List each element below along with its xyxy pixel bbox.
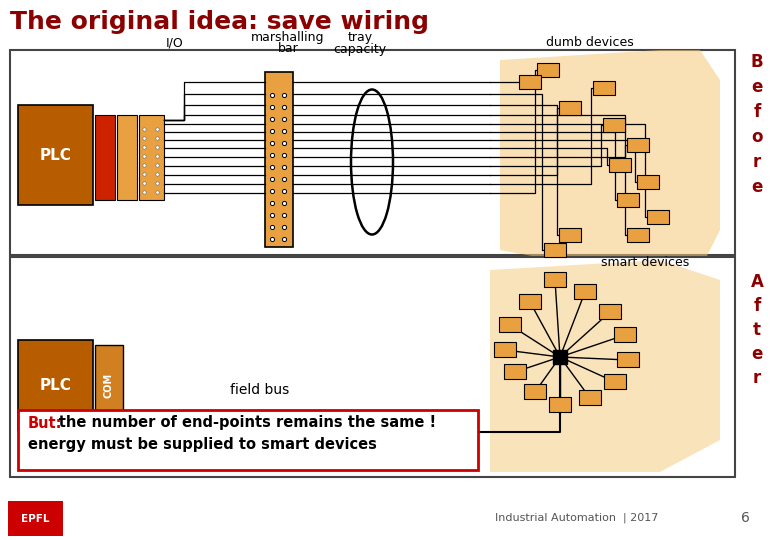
- Text: o: o: [751, 128, 763, 146]
- Text: the number of end-points remains the same !: the number of end-points remains the sam…: [28, 415, 436, 430]
- Text: A: A: [750, 273, 764, 291]
- FancyBboxPatch shape: [599, 304, 621, 319]
- Text: EPFL: EPFL: [21, 514, 49, 524]
- Text: tray: tray: [347, 31, 373, 44]
- FancyBboxPatch shape: [265, 72, 293, 247]
- FancyBboxPatch shape: [18, 340, 93, 430]
- Text: I/O: I/O: [166, 37, 184, 50]
- FancyBboxPatch shape: [549, 397, 571, 412]
- FancyBboxPatch shape: [494, 342, 516, 357]
- Text: smart devices: smart devices: [601, 255, 689, 268]
- Text: 6: 6: [740, 511, 750, 525]
- FancyBboxPatch shape: [10, 50, 735, 255]
- Text: field bus: field bus: [230, 383, 289, 397]
- FancyBboxPatch shape: [617, 193, 639, 207]
- Text: capacity: capacity: [333, 43, 387, 56]
- FancyBboxPatch shape: [593, 81, 615, 95]
- FancyBboxPatch shape: [579, 390, 601, 405]
- Text: But:: But:: [28, 415, 62, 430]
- FancyBboxPatch shape: [10, 257, 735, 477]
- FancyBboxPatch shape: [637, 175, 659, 189]
- FancyBboxPatch shape: [524, 384, 546, 399]
- Text: PLC: PLC: [40, 147, 72, 163]
- Text: COM: COM: [104, 373, 114, 397]
- Text: marshalling: marshalling: [251, 31, 324, 44]
- Text: e: e: [751, 345, 763, 363]
- Text: Industrial Automation  | 2017: Industrial Automation | 2017: [495, 513, 658, 523]
- FancyBboxPatch shape: [559, 101, 581, 115]
- Text: f: f: [753, 297, 760, 315]
- Text: energy must be supplied to smart devices: energy must be supplied to smart devices: [28, 436, 377, 451]
- FancyBboxPatch shape: [553, 350, 567, 364]
- FancyBboxPatch shape: [139, 115, 164, 200]
- FancyBboxPatch shape: [95, 115, 115, 200]
- FancyBboxPatch shape: [18, 105, 93, 205]
- Text: bar: bar: [278, 43, 299, 56]
- FancyBboxPatch shape: [544, 272, 566, 287]
- FancyBboxPatch shape: [627, 138, 649, 152]
- Text: B: B: [750, 53, 764, 71]
- FancyBboxPatch shape: [609, 158, 631, 172]
- FancyBboxPatch shape: [647, 210, 669, 224]
- FancyBboxPatch shape: [617, 352, 639, 367]
- Polygon shape: [490, 260, 720, 472]
- FancyBboxPatch shape: [614, 327, 636, 342]
- FancyBboxPatch shape: [559, 228, 581, 242]
- FancyBboxPatch shape: [574, 284, 596, 299]
- FancyBboxPatch shape: [18, 410, 478, 470]
- FancyBboxPatch shape: [499, 317, 521, 332]
- Text: The original idea: save wiring: The original idea: save wiring: [10, 10, 429, 34]
- Text: e: e: [751, 178, 763, 196]
- Text: r: r: [753, 369, 761, 387]
- Text: t: t: [753, 321, 761, 339]
- FancyBboxPatch shape: [519, 294, 541, 309]
- Text: PLC: PLC: [40, 377, 72, 393]
- Text: f: f: [753, 103, 760, 121]
- FancyBboxPatch shape: [504, 364, 526, 379]
- FancyBboxPatch shape: [627, 228, 649, 242]
- FancyBboxPatch shape: [519, 75, 541, 89]
- FancyBboxPatch shape: [8, 501, 63, 536]
- FancyBboxPatch shape: [604, 374, 626, 389]
- FancyBboxPatch shape: [537, 63, 559, 77]
- Polygon shape: [500, 50, 720, 280]
- FancyBboxPatch shape: [544, 243, 566, 257]
- Text: e: e: [751, 78, 763, 96]
- Text: dumb devices: dumb devices: [546, 37, 634, 50]
- FancyBboxPatch shape: [603, 118, 625, 132]
- Text: r: r: [753, 153, 761, 171]
- FancyBboxPatch shape: [117, 115, 137, 200]
- FancyBboxPatch shape: [95, 345, 123, 425]
